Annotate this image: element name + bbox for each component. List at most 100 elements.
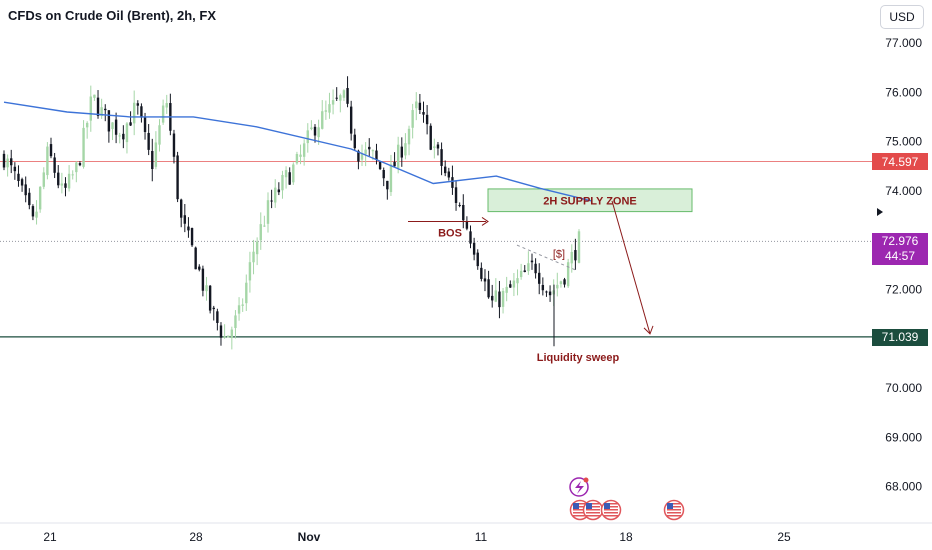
projection-arrow bbox=[611, 200, 651, 335]
current-price-tag: 72.976 44:57 bbox=[872, 233, 928, 266]
candle-body bbox=[454, 187, 458, 203]
candle-body bbox=[556, 284, 559, 289]
candle-body bbox=[100, 107, 103, 117]
candle-body bbox=[443, 166, 447, 174]
candle-body bbox=[375, 150, 378, 160]
candle-body bbox=[151, 150, 154, 170]
candle-body bbox=[20, 179, 24, 186]
x-tick-label: 28 bbox=[189, 530, 203, 544]
candle-body bbox=[176, 155, 179, 200]
flag-stripe bbox=[604, 515, 618, 517]
candle-body bbox=[509, 284, 512, 288]
candle-body bbox=[180, 199, 183, 218]
y-tick-label: 77.000 bbox=[885, 36, 922, 50]
candle-body bbox=[472, 242, 476, 255]
y-tick-label: 74.000 bbox=[885, 184, 922, 198]
candle-body bbox=[234, 315, 237, 328]
candle-body bbox=[252, 251, 255, 263]
candle-body bbox=[49, 144, 53, 157]
candle-body bbox=[494, 290, 498, 302]
candle-body bbox=[198, 266, 201, 270]
candle-body bbox=[42, 172, 45, 187]
candle-body bbox=[281, 174, 284, 191]
candle-body bbox=[353, 134, 356, 149]
candle-body bbox=[548, 291, 552, 296]
candle-countdown: 44:57 bbox=[884, 249, 916, 264]
candle-body bbox=[321, 111, 324, 129]
candle-body bbox=[118, 135, 121, 137]
candle-body bbox=[577, 231, 581, 263]
candle-body bbox=[82, 127, 85, 167]
candle-body bbox=[498, 291, 501, 308]
flag-stripe bbox=[586, 509, 600, 511]
candle-body bbox=[136, 103, 140, 106]
flag-stripe bbox=[667, 506, 681, 508]
candle-body bbox=[85, 122, 89, 128]
candle-body bbox=[342, 90, 346, 98]
horizontal-levels bbox=[0, 160, 872, 338]
candle-body bbox=[415, 101, 418, 109]
candle-body bbox=[382, 169, 385, 179]
candle-body bbox=[483, 278, 487, 282]
candle-body bbox=[292, 164, 295, 183]
y-tick-label: 72.000 bbox=[885, 283, 922, 297]
us-flag-icon[interactable] bbox=[600, 499, 622, 521]
y-tick-label: 75.000 bbox=[885, 135, 922, 149]
candle-body bbox=[357, 150, 360, 162]
annotations: BOS 2H SUPPLY ZONE [$] Liquidity sweep bbox=[408, 195, 654, 364]
dollar-liquidity-label: [$] bbox=[553, 248, 565, 260]
candle-body bbox=[313, 126, 317, 136]
candle-body bbox=[190, 228, 194, 246]
flag-stripe bbox=[586, 506, 600, 508]
flag-stripe bbox=[667, 509, 681, 511]
flag-stripe bbox=[573, 506, 587, 508]
flag-canton bbox=[586, 503, 592, 509]
candle-body bbox=[248, 262, 252, 281]
candle-body bbox=[541, 284, 545, 291]
candles bbox=[2, 76, 581, 350]
candle-body bbox=[429, 125, 432, 150]
candle-body bbox=[17, 173, 20, 182]
candle-body bbox=[534, 263, 537, 274]
candle-body bbox=[201, 268, 205, 291]
liquidity-trendline bbox=[516, 244, 576, 271]
candle-body bbox=[161, 105, 165, 123]
candle-body bbox=[335, 97, 338, 99]
candle-body bbox=[31, 206, 35, 217]
candle-body bbox=[302, 143, 306, 157]
candle-body bbox=[140, 106, 143, 118]
candle-body bbox=[274, 187, 277, 203]
candle-body bbox=[230, 329, 234, 339]
candle-body bbox=[436, 144, 440, 149]
candle-body bbox=[24, 184, 27, 196]
flag-stripe bbox=[667, 503, 681, 505]
candle-body bbox=[349, 106, 353, 134]
candle-body bbox=[389, 164, 393, 193]
candle-body bbox=[13, 166, 17, 172]
candle-body bbox=[317, 127, 320, 138]
candle-body bbox=[172, 133, 176, 157]
flag-canton bbox=[573, 503, 579, 509]
event-dot bbox=[583, 477, 589, 483]
moving-average-line bbox=[3, 101, 592, 202]
us-flag-icon[interactable] bbox=[582, 499, 604, 521]
us-flag-icon[interactable] bbox=[663, 499, 685, 521]
candle-body bbox=[538, 272, 541, 284]
candle-body bbox=[346, 88, 349, 104]
candle-body bbox=[400, 146, 403, 158]
currency-button[interactable]: USD bbox=[880, 5, 924, 29]
candle-body bbox=[519, 270, 523, 278]
liquidity-sweep-label: Liquidity sweep bbox=[537, 352, 620, 364]
candle-body bbox=[165, 103, 168, 108]
candle-body bbox=[38, 186, 42, 210]
candle-body bbox=[328, 104, 331, 113]
supply-zone-label: 2H SUPPLY ZONE bbox=[543, 195, 637, 207]
candle-body bbox=[183, 215, 187, 224]
projection-arrowhead bbox=[643, 325, 654, 335]
candle-body bbox=[263, 225, 266, 227]
candle-body bbox=[570, 251, 573, 264]
candle-body bbox=[284, 170, 288, 178]
dividend-event-icon[interactable] bbox=[569, 477, 589, 497]
resistance-price-tag: 74.597 bbox=[872, 153, 928, 171]
